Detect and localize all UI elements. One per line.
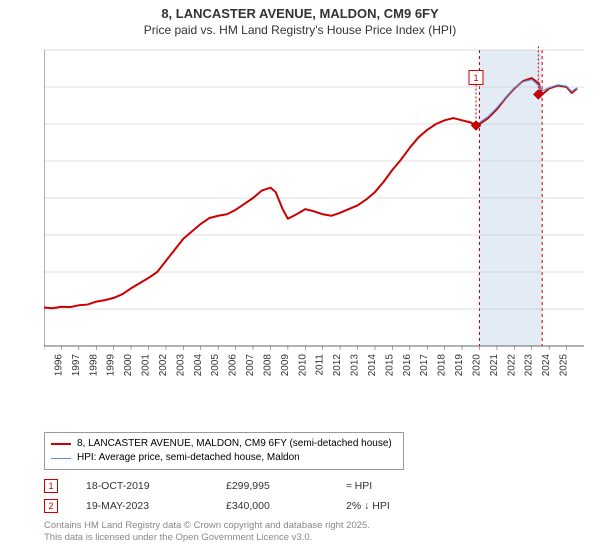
sale-price: £340,000: [226, 500, 346, 512]
legend-swatch: [51, 443, 71, 445]
legend-swatch: [51, 458, 71, 459]
x-tick-label: 2007: [245, 354, 256, 377]
sale-note: 2% ↓ HPI: [346, 500, 466, 512]
footer-line2: This data is licensed under the Open Gov…: [44, 532, 370, 544]
sale-date: 18-OCT-2019: [86, 480, 226, 492]
legend-label: HPI: Average price, semi-detached house,…: [77, 451, 300, 465]
sale-marker-label-1: 1: [473, 73, 478, 83]
x-tick-label: 2011: [315, 354, 326, 376]
x-tick-label: 2019: [454, 354, 465, 377]
x-tick-label: 1996: [53, 354, 64, 377]
x-tick-label: 2021: [489, 354, 500, 377]
sale-date: 19-MAY-2023: [86, 500, 226, 512]
x-tick-label: 2009: [280, 354, 291, 377]
x-tick-label: 2024: [541, 354, 552, 377]
x-tick-label: 2012: [332, 354, 343, 377]
x-tick-label: 2001: [141, 354, 152, 377]
x-tick-label: 1999: [106, 354, 117, 377]
title-block: 8, LANCASTER AVENUE, MALDON, CM9 6FY Pri…: [0, 0, 600, 37]
chart-container: 8, LANCASTER AVENUE, MALDON, CM9 6FY Pri…: [0, 0, 600, 560]
sales-table: 1 18-OCT-2019£299,995≈ HPI 2 19-MAY-2023£34…: [44, 476, 466, 516]
x-tick-label: 2015: [384, 354, 395, 377]
legend-label: 8, LANCASTER AVENUE, MALDON, CM9 6FY (se…: [77, 437, 392, 451]
x-tick-label: 2014: [367, 354, 378, 377]
title-subtitle: Price paid vs. HM Land Registry's House …: [0, 23, 600, 37]
x-tick-label: 2013: [350, 354, 361, 377]
sale-price: £299,995: [226, 480, 346, 492]
x-tick-label: 1997: [71, 354, 82, 377]
sale-marker: 2: [44, 499, 58, 513]
x-tick-label: 2023: [524, 354, 535, 377]
x-tick-label: 2017: [419, 354, 430, 377]
x-tick-label: 2002: [158, 354, 169, 377]
x-tick-label: 2018: [437, 354, 448, 377]
x-tick-label: 2022: [506, 354, 517, 377]
legend-item: HPI: Average price, semi-detached house,…: [51, 451, 397, 465]
x-tick-label: 2005: [210, 354, 221, 377]
sale-row: 1 18-OCT-2019£299,995≈ HPI: [44, 476, 466, 496]
footer-line1: Contains HM Land Registry data © Crown c…: [44, 520, 370, 532]
x-tick-label: 2000: [123, 354, 134, 377]
x-tick-label: 2016: [402, 354, 413, 377]
chart-svg: £0£50K£100K£150K£200K£250K£300K£350K£400…: [44, 46, 588, 386]
x-tick-label: 2003: [175, 354, 186, 377]
x-tick-label: 2025: [559, 354, 570, 377]
x-tick-label: 2006: [228, 354, 239, 377]
footer: Contains HM Land Registry data © Crown c…: [44, 520, 370, 544]
sale-row: 2 19-MAY-2023£340,0002% ↓ HPI: [44, 496, 466, 516]
legend: 8, LANCASTER AVENUE, MALDON, CM9 6FY (se…: [44, 432, 404, 470]
title-address: 8, LANCASTER AVENUE, MALDON, CM9 6FY: [0, 6, 600, 21]
legend-item: 8, LANCASTER AVENUE, MALDON, CM9 6FY (se…: [51, 437, 397, 451]
x-tick-label: 1995: [44, 354, 47, 377]
x-tick-label: 1998: [88, 354, 99, 377]
x-tick-label: 2008: [262, 354, 273, 377]
x-tick-label: 2020: [471, 354, 482, 377]
x-tick-label: 2010: [297, 354, 308, 377]
sale-marker: 1: [44, 479, 58, 493]
x-tick-label: 2004: [193, 354, 204, 377]
sale-note: ≈ HPI: [346, 480, 466, 492]
